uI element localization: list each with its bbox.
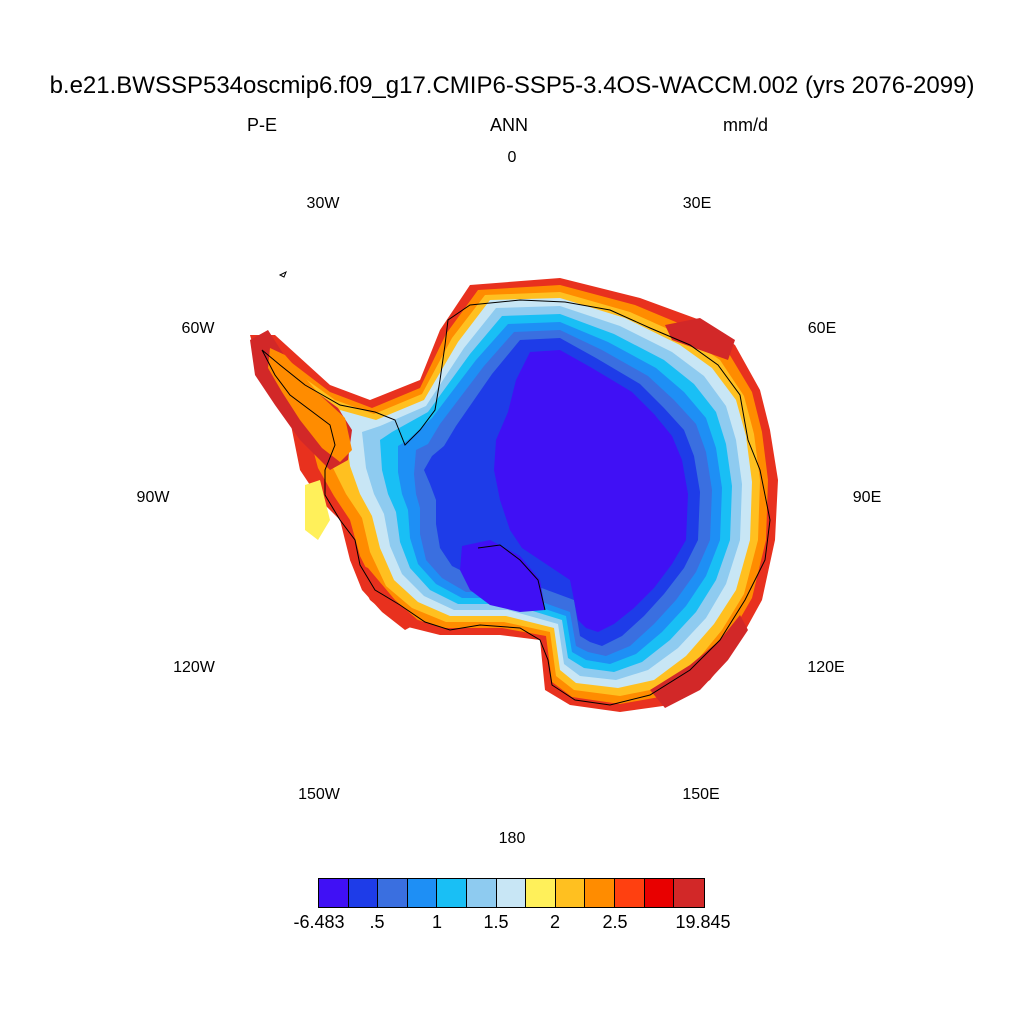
colorbar-swatch-5 (466, 879, 497, 907)
colorbar-swatch-6 (496, 879, 527, 907)
coastline (261, 270, 771, 706)
p-minus-e-field (250, 278, 778, 712)
colorbar-swatch-2 (378, 879, 408, 907)
colorbar-swatch-8 (555, 879, 586, 907)
variable-label: P-E (247, 115, 278, 135)
colorbar-label-2: 2 (549, 912, 561, 932)
lon-label-90e: 90E (852, 489, 882, 506)
colorbar-swatch-7 (526, 879, 556, 907)
lon-label-0: 0 (507, 149, 517, 166)
peninsula-orange (268, 348, 352, 462)
lon-label-90w: 90W (136, 489, 170, 506)
colorbar-swatch-9 (585, 879, 615, 907)
colorbar-swatch-4 (437, 879, 467, 907)
colorbar-swatch-10 (614, 879, 645, 907)
colorbar-swatch-12 (674, 879, 704, 907)
colorbar-label-max: 19.845 (675, 912, 731, 932)
colorbar-label-1-5: 1.5 (483, 912, 509, 932)
plot-title: b.e21.BWSSP534oscmip6.f09_g17.CMIP6-SSP5… (49, 72, 975, 99)
colorbar (318, 878, 705, 908)
lon-label-120w: 120W (173, 659, 215, 676)
colorbar-label-min: -6.483 (293, 912, 345, 932)
colorbar-swatch-1 (348, 879, 379, 907)
coastline-path (261, 299, 771, 706)
colorbar-swatch-3 (407, 879, 438, 907)
ross-region-violet (460, 540, 545, 612)
ross-ice-shelf-edge (477, 544, 546, 611)
colorbar-swatch-11 (644, 879, 675, 907)
lon-label-30w: 30W (306, 195, 340, 212)
units-label: mm/d (723, 115, 768, 135)
lon-label-180: 180 (498, 830, 526, 847)
island-outline (278, 270, 287, 278)
west-coast-yellow (305, 480, 330, 540)
colorbar-label-2-5: 2.5 (602, 912, 628, 932)
lon-label-60w: 60W (181, 320, 215, 337)
colorbar-swatch-0 (319, 879, 349, 907)
queen-maud-red (665, 318, 735, 360)
colorbar-label-0-5: .5 (369, 912, 385, 932)
plateau-violet (494, 350, 688, 632)
lon-label-120e: 120E (807, 659, 845, 676)
lon-label-150e: 150E (682, 786, 720, 803)
season-label: ANN (490, 115, 529, 135)
lon-label-60e: 60E (807, 320, 837, 337)
colorbar-label-1: 1 (431, 912, 443, 932)
lon-label-30e: 30E (682, 195, 712, 212)
lon-label-150w: 150W (298, 786, 340, 803)
